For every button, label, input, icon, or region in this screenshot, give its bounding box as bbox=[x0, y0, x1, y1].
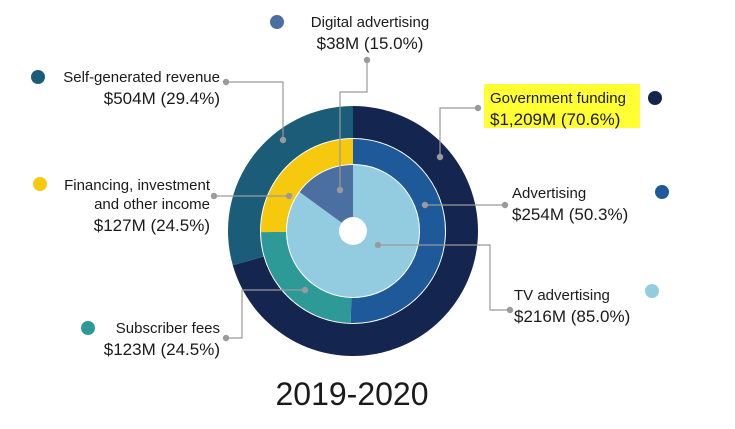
leader-subscriber bbox=[226, 289, 305, 339]
leader-tv bbox=[378, 244, 510, 311]
leader-end-subscriber bbox=[222, 334, 230, 342]
label-self_generated: Self-generated revenue $504M (29.4%) bbox=[31, 69, 220, 108]
leader-self_generated bbox=[226, 81, 284, 140]
label-value-financing: $127M (24.5%) bbox=[94, 216, 210, 235]
label-value-self_generated: $504M (29.4%) bbox=[104, 89, 220, 108]
label-value-subscriber: $123M (24.5%) bbox=[104, 340, 220, 359]
leader-end-advertising bbox=[501, 201, 509, 209]
legend-dot-government bbox=[648, 91, 662, 105]
label-tv: TV advertising $216M (85.0%) bbox=[514, 284, 659, 326]
leader-end-government bbox=[474, 104, 482, 112]
label-name-financing: Financing, investment bbox=[64, 177, 211, 194]
slice-subscriber bbox=[261, 231, 352, 323]
chart-title: 2019-2020 bbox=[275, 376, 428, 412]
leader-digital bbox=[339, 60, 368, 190]
legend-dot-advertising bbox=[655, 185, 669, 199]
label-name-self_generated: Self-generated revenue bbox=[63, 69, 220, 86]
label-value-advertising: $254M (50.3%) bbox=[512, 205, 628, 224]
label-value-digital: $38M (15.0%) bbox=[317, 34, 424, 53]
leader-dot-self_generated bbox=[279, 136, 287, 144]
leader-end-digital bbox=[363, 56, 371, 64]
legend-dot-self_generated bbox=[31, 70, 45, 84]
legend-dot-tv bbox=[645, 284, 659, 298]
label-name-tv: TV advertising bbox=[514, 287, 610, 304]
legend-dot-digital bbox=[270, 15, 284, 29]
leader-dot-advertising bbox=[421, 201, 429, 209]
leader-lines bbox=[210, 56, 514, 342]
label-digital: Digital advertising $38M (15.0%) bbox=[270, 14, 429, 53]
label-name-subscriber: Subscriber fees bbox=[116, 320, 220, 337]
slice-financing bbox=[261, 139, 353, 233]
label-name-government: Government funding bbox=[490, 90, 626, 107]
label-financing: Financing, investment and other income $12… bbox=[33, 177, 211, 235]
highlight-box bbox=[484, 84, 640, 128]
label-government: Government funding $1,209M (70.6%) bbox=[484, 84, 662, 129]
chart-labels: Digital advertising $38M (15.0%) Self-gene… bbox=[31, 14, 669, 359]
label-advertising: Advertising $254M (50.3%) bbox=[512, 185, 669, 224]
leader-end-self_generated bbox=[222, 78, 230, 86]
leader-government bbox=[439, 107, 478, 157]
slice-advertising bbox=[350, 139, 446, 323]
label-name-digital: Digital advertising bbox=[311, 14, 429, 31]
leader-dot-subscriber bbox=[301, 286, 309, 294]
label-value-government: $1,209M (70.6%) bbox=[490, 110, 620, 129]
center-hole bbox=[339, 217, 367, 245]
legend-dot-subscriber bbox=[81, 321, 95, 335]
slice-self_generated bbox=[228, 106, 353, 266]
leader-end-tv bbox=[506, 306, 514, 314]
label-name-financing: and other income bbox=[94, 196, 210, 213]
legend-dot-financing bbox=[33, 177, 47, 191]
leader-dot-government bbox=[436, 153, 444, 161]
label-value-tv: $216M (85.0%) bbox=[514, 307, 630, 326]
label-subscriber: Subscriber fees $123M (24.5%) bbox=[81, 320, 220, 359]
leader-end-financing bbox=[210, 192, 218, 200]
leader-dot-digital bbox=[336, 186, 344, 194]
label-name-advertising: Advertising bbox=[512, 185, 586, 202]
leader-dot-tv bbox=[374, 241, 382, 249]
leader-dot-financing bbox=[285, 192, 293, 200]
